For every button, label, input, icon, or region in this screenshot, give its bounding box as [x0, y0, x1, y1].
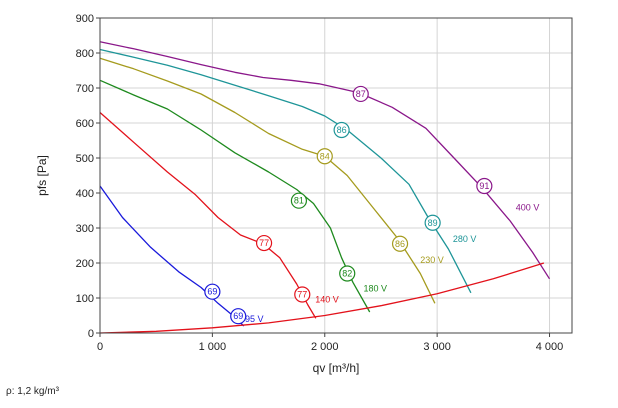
- efficiency-marker-circle: [476, 177, 493, 195]
- efficiency-marker-circle: [255, 234, 273, 252]
- y-tick-label: 900: [76, 13, 94, 25]
- plot-frame: [99, 17, 573, 334]
- y-tick-label: 0: [88, 328, 94, 340]
- y-tick-label: 700: [76, 83, 94, 95]
- efficiency-marker-label: 86: [337, 125, 347, 135]
- x-tick-label: 2 000: [311, 341, 339, 353]
- series-label-230v: 230 V: [420, 255, 444, 265]
- efficiency-marker-label: 86: [395, 239, 405, 249]
- efficiency-marker-label: 69: [207, 287, 217, 297]
- series-label-280v: 280 V: [453, 234, 477, 244]
- air-density-note: ρ: 1,2 kg/m³: [6, 386, 59, 397]
- x-axis-label: qv [m³/h]: [313, 361, 360, 375]
- series-lines: [99, 41, 551, 334]
- series-label-400v: 400 V: [516, 203, 540, 213]
- y-tick-label: 300: [76, 223, 94, 235]
- series-line-280v: [99, 48, 472, 294]
- efficiency-marker-circle: [230, 308, 247, 325]
- efficiency-marker-circle: [204, 283, 221, 300]
- series-line-95v: [99, 185, 245, 327]
- y-axis-label: pfs [Pa]: [35, 155, 49, 196]
- efficiency-marker-label: 91: [479, 181, 489, 191]
- efficiency-markers: 69 69 77 77 81 82 84 86 86 89 87 91: [204, 85, 493, 325]
- y-tick-label: 400: [76, 188, 94, 200]
- efficiency-marker-label: 82: [342, 269, 352, 279]
- efficiency-marker-circle: [333, 121, 350, 139]
- series-label-95v: 95 V: [245, 314, 264, 324]
- efficiency-marker-circle: [316, 148, 333, 165]
- efficiency-marker-circle: [339, 265, 356, 282]
- efficiency-marker-label: 81: [294, 196, 304, 206]
- efficiency-marker-label: 89: [428, 218, 438, 228]
- efficiency-marker-label: 77: [297, 290, 307, 300]
- series-line-400v: [99, 41, 551, 280]
- series-labels: 95 V 140 V 180 V 230 V 280 V 400 V: [245, 203, 539, 324]
- efficiency-marker-label: 84: [320, 151, 330, 161]
- series-label-140v: 140 V: [315, 295, 339, 305]
- y-tick-label: 600: [76, 118, 94, 130]
- efficiency-marker-circle: [391, 235, 409, 252]
- x-tick-label: 3 000: [423, 341, 451, 353]
- efficiency-marker-circle: [294, 286, 311, 303]
- x-tick-label: 4 000: [536, 341, 564, 353]
- series-label-180v: 180 V: [364, 284, 388, 294]
- series-line-180v: [99, 79, 371, 313]
- efficiency-marker-label: 77: [259, 238, 269, 248]
- y-tick-label: 100: [76, 293, 94, 305]
- efficiency-marker-circle: [290, 192, 308, 209]
- y-tick-label: 200: [76, 258, 94, 270]
- axes: 0 100 200 300 400 500 600 700 800 900 0 1 000 2 000 3…: [35, 13, 573, 375]
- x-tick-label: 0: [97, 341, 103, 353]
- y-tick-label: 800: [76, 48, 94, 60]
- efficiency-marker-label: 69: [233, 311, 243, 321]
- efficiency-marker-circle: [424, 214, 441, 231]
- efficiency-marker-label: 87: [356, 89, 366, 99]
- efficiency-marker-circle: [352, 85, 369, 103]
- x-tick-label: 1 000: [199, 341, 227, 353]
- y-tick-label: 500: [76, 153, 94, 165]
- system-curve-line: [99, 262, 545, 334]
